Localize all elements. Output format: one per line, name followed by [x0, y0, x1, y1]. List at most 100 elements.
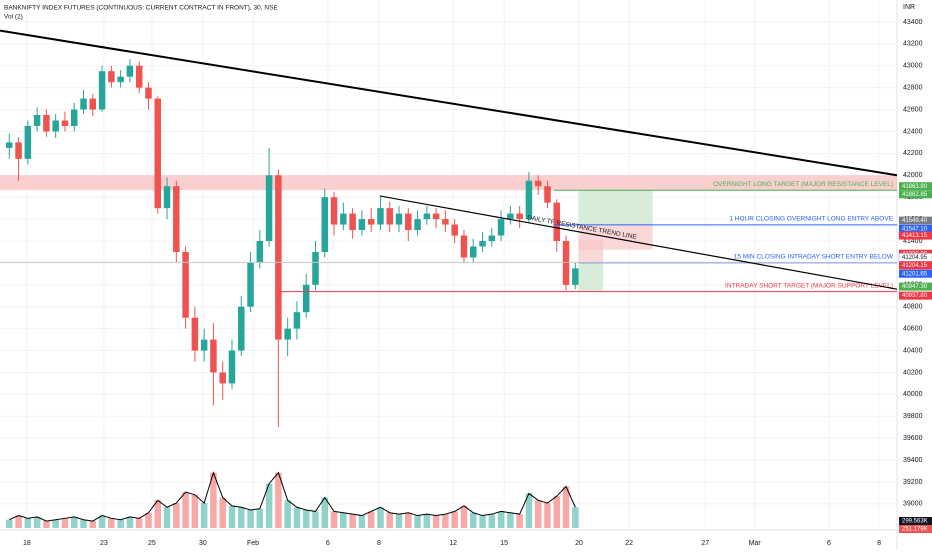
- candle-body: [553, 202, 561, 241]
- candle-body: [460, 235, 468, 258]
- volume-tag: [899, 517, 932, 525]
- x-tick-label: 6: [827, 540, 831, 547]
- candle-body: [516, 213, 523, 220]
- candle-body: [451, 224, 458, 236]
- volume-bar: [469, 512, 477, 528]
- volume-bar: [173, 503, 180, 528]
- candle-body: [284, 328, 291, 340]
- candle-body: [302, 284, 310, 313]
- candle-body: [414, 219, 421, 231]
- y-tick-label: 42600: [903, 106, 923, 113]
- y-tick-label: 39000: [903, 501, 923, 508]
- currency: INR: [903, 4, 915, 11]
- volume-bar: [191, 494, 199, 528]
- volume-bar: [349, 514, 356, 528]
- candle-body: [200, 339, 208, 351]
- candle-body: [525, 180, 533, 220]
- price-tag: [899, 282, 932, 291]
- volume-bar: [302, 510, 310, 528]
- price-tag: [899, 216, 932, 225]
- x-tick-label: 12: [449, 540, 457, 547]
- volume-bar: [200, 503, 208, 528]
- volume-bar: [423, 514, 431, 528]
- y-tick-label: 39200: [903, 479, 923, 486]
- volume-tag-label: 299.563K: [902, 519, 928, 525]
- x-tick-label: 22: [625, 540, 633, 547]
- price-tag-label: 41863.80: [902, 184, 928, 190]
- candle-body: [238, 306, 245, 351]
- volume-bar: [321, 497, 329, 528]
- volume-bar: [135, 518, 143, 528]
- zone: [0, 175, 897, 191]
- y-tick-label: 40200: [903, 369, 923, 376]
- level-label: 15 MIN CLOSING INTRADAY SHORT ENTRY BELO…: [734, 253, 894, 260]
- y-tick-label: 41400: [903, 238, 923, 245]
- volume-bar: [395, 514, 403, 528]
- candle-body: [33, 115, 41, 126]
- volume-bar: [163, 507, 171, 528]
- candle-body: [61, 120, 69, 126]
- y-tick-label: 42800: [903, 84, 923, 91]
- price-tag-label: 41204.15: [902, 263, 928, 269]
- volume-bar: [405, 512, 412, 528]
- volume-bar: [516, 514, 523, 528]
- y-tick-label: 40600: [903, 325, 923, 332]
- volume-bar: [293, 507, 301, 528]
- y-tick-label: 40000: [903, 391, 923, 398]
- volume-bar: [210, 472, 217, 528]
- candle-body: [52, 120, 59, 132]
- volume-bar: [145, 512, 152, 528]
- candle-body: [117, 76, 124, 83]
- candle-body: [340, 213, 347, 225]
- volume-bar: [330, 511, 338, 528]
- volume-bar: [52, 519, 59, 528]
- volume-bar: [89, 521, 97, 528]
- volume-bar: [358, 515, 366, 528]
- zone: [578, 190, 653, 225]
- volume-bar: [377, 507, 384, 528]
- volume-bar: [367, 511, 375, 528]
- candle-body: [377, 208, 384, 225]
- x-tick-label: Feb: [247, 540, 259, 547]
- candle-body: [562, 240, 570, 285]
- zone: [578, 239, 604, 263]
- price-tag: [899, 261, 932, 270]
- candle-body: [43, 115, 50, 132]
- y-tick-label: 40400: [903, 347, 923, 354]
- chart-title: BANKNIFTY INDEX FUTURES (CONTINUOUS: CUR…: [4, 5, 278, 12]
- price-tag-label: 40947.30: [902, 284, 928, 290]
- volume-bar: [265, 483, 273, 528]
- candle-body: [70, 109, 78, 126]
- y-tick-label: 40800: [903, 304, 923, 311]
- volume-bar: [275, 472, 282, 528]
- candle-body: [386, 208, 393, 225]
- trend-line: [0, 29, 898, 177]
- price-tag-label: 41204.95: [902, 255, 928, 261]
- y-tick-label: 43000: [903, 63, 923, 70]
- price-tag-label: 41547.10: [902, 226, 928, 232]
- y-tick-label: 43400: [903, 19, 923, 26]
- volume-bar: [219, 497, 226, 528]
- candle-body: [191, 317, 199, 351]
- candle-body: [358, 219, 366, 231]
- volume-indicator: Vol (2): [4, 14, 23, 21]
- candle-body: [405, 213, 412, 231]
- candle-body: [321, 197, 329, 252]
- y-tick-label: 39800: [903, 413, 923, 420]
- candle-body: [182, 251, 189, 318]
- price-tag: [899, 190, 932, 199]
- candle-body: [442, 219, 449, 225]
- volume-bar: [228, 505, 236, 528]
- candle-body: [293, 312, 301, 329]
- volume-bar: [340, 512, 347, 528]
- y-tick-label: 42400: [903, 128, 923, 135]
- price-tag: [899, 182, 932, 191]
- x-tick-label: Mar: [749, 540, 762, 547]
- candle-body: [534, 180, 542, 187]
- candle-body: [247, 262, 254, 307]
- volume-bar: [154, 500, 161, 528]
- y-tick-label: 42200: [903, 150, 923, 157]
- candle-body: [15, 142, 22, 159]
- candle-body: [154, 98, 161, 209]
